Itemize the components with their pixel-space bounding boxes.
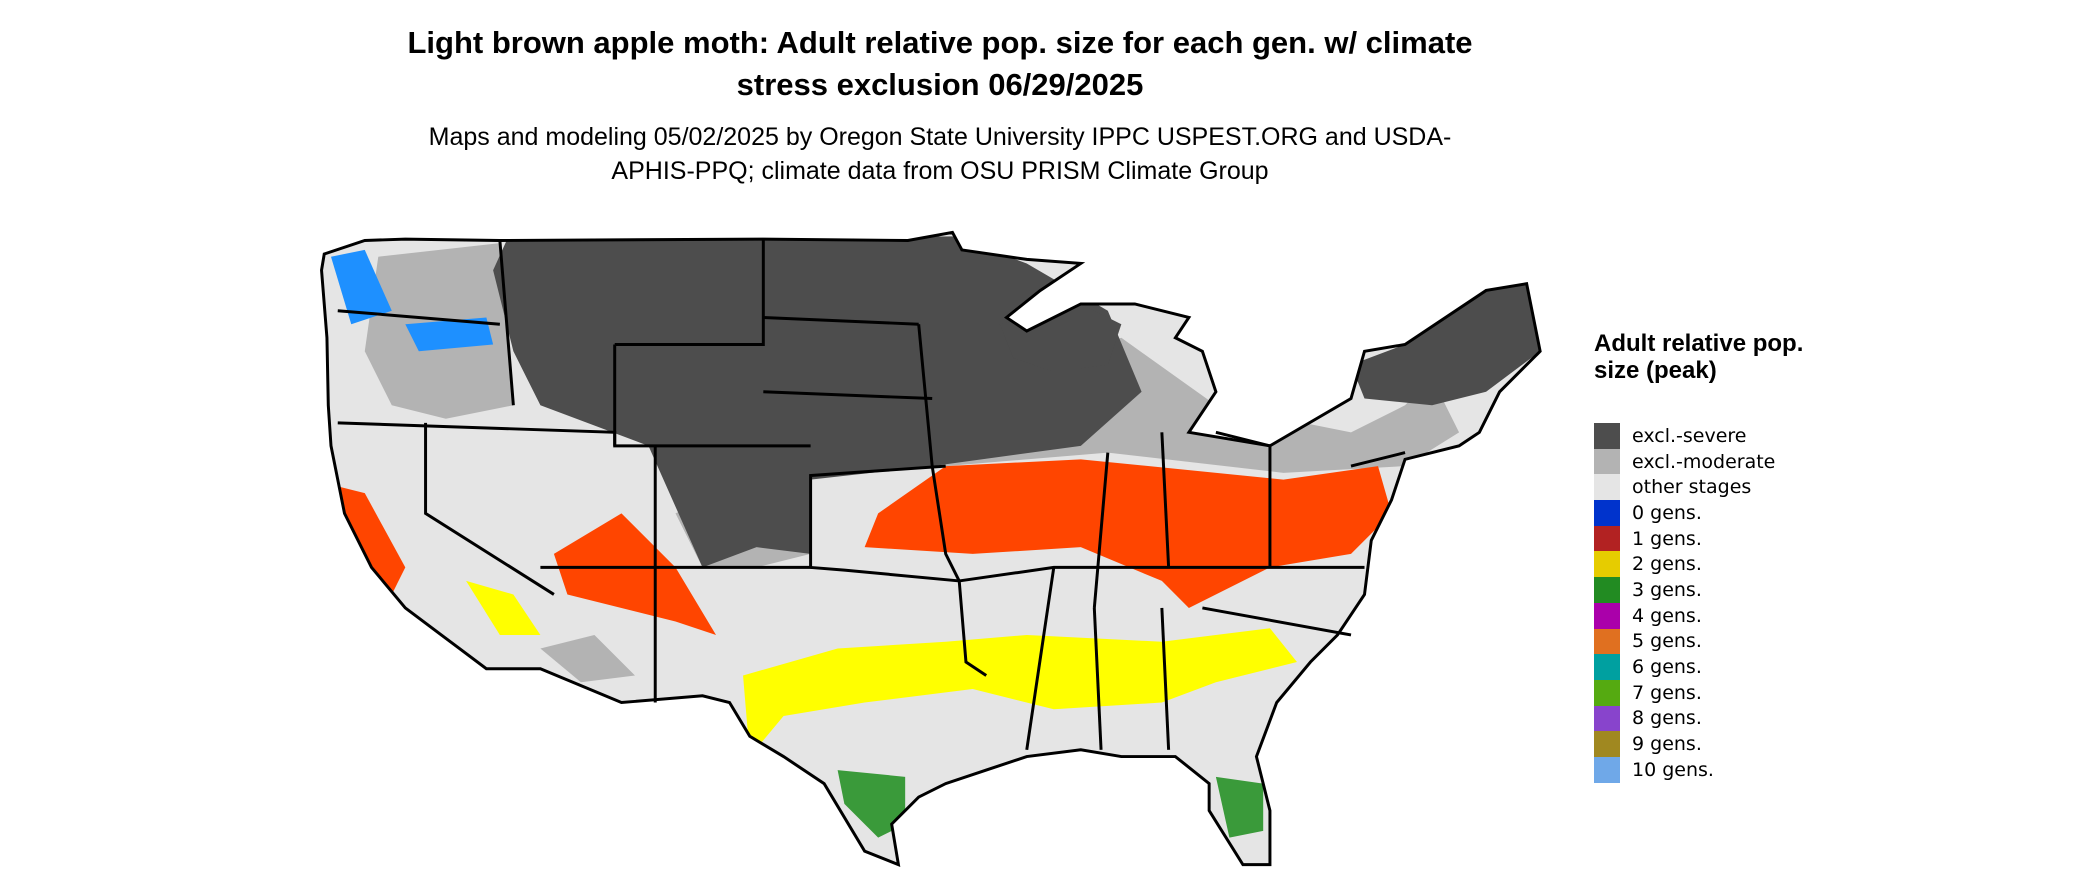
legend-item: excl.-moderate bbox=[1594, 448, 1776, 475]
legend-label: 4 gens. bbox=[1632, 604, 1702, 627]
legend-item: excl.-severe bbox=[1594, 423, 1775, 449]
legend-swatch bbox=[1594, 423, 1620, 449]
legend-swatch bbox=[1594, 525, 1620, 552]
state-borders bbox=[320, 230, 1542, 867]
legend-item: other stages bbox=[1594, 474, 1775, 501]
legend-swatch bbox=[1594, 705, 1620, 732]
legend-swatch bbox=[1594, 756, 1620, 783]
legend-item: 6 gens. bbox=[1594, 654, 1775, 680]
legend-label: other stages bbox=[1632, 476, 1752, 499]
legend-swatch bbox=[1594, 654, 1620, 680]
legend-swatch bbox=[1594, 602, 1620, 629]
legend-label: 2 gens. bbox=[1632, 553, 1702, 576]
legend-swatch bbox=[1594, 500, 1620, 526]
legend-swatch bbox=[1594, 731, 1620, 757]
legend-item: 2 gens. bbox=[1594, 551, 1775, 578]
legend-title: Adult relative pop. size (peak) bbox=[1594, 330, 1804, 384]
legend-swatch bbox=[1594, 628, 1620, 655]
legend-item: 9 gens. bbox=[1594, 731, 1775, 757]
legend-label: 5 gens. bbox=[1632, 630, 1702, 653]
legend-label: excl.-severe bbox=[1632, 424, 1747, 447]
legend-item: 10 gens. bbox=[1594, 756, 1775, 783]
map-regions bbox=[321, 232, 1541, 865]
subtitle: Maps and modeling 05/02/2025 by Oregon S… bbox=[428, 123, 1452, 185]
legend-label: 3 gens. bbox=[1632, 578, 1702, 601]
legend-label: 1 gens. bbox=[1632, 527, 1702, 550]
legend-item: 5 gens. bbox=[1594, 628, 1775, 655]
legend-swatch bbox=[1594, 577, 1620, 603]
legend-label: 8 gens. bbox=[1632, 707, 1702, 730]
legend-swatch bbox=[1594, 474, 1620, 501]
legend-item: 3 gens. bbox=[1594, 577, 1775, 603]
legend-label: 0 gens. bbox=[1632, 501, 1702, 524]
title: Light brown apple moth: Adult relative p… bbox=[407, 25, 1473, 102]
legend-item: 8 gens. bbox=[1594, 705, 1775, 732]
legend-swatch bbox=[1594, 551, 1620, 578]
legend-item: 1 gens. bbox=[1594, 525, 1775, 552]
legend-item: 0 gens. bbox=[1594, 500, 1775, 526]
legend-item: 7 gens. bbox=[1594, 679, 1775, 706]
legend-swatch bbox=[1594, 679, 1620, 706]
legend-label: 10 gens. bbox=[1632, 758, 1714, 781]
legend-label: excl.-moderate bbox=[1632, 450, 1776, 473]
legend-label: 6 gens. bbox=[1632, 656, 1702, 679]
legend-item: 4 gens. bbox=[1594, 602, 1775, 629]
legend-label: 9 gens. bbox=[1632, 733, 1702, 756]
legend-swatch bbox=[1594, 448, 1620, 475]
legend-label: 7 gens. bbox=[1632, 681, 1702, 704]
legend: excl.-severe excl.-moderate other stages 0 … bbox=[1594, 423, 1775, 783]
